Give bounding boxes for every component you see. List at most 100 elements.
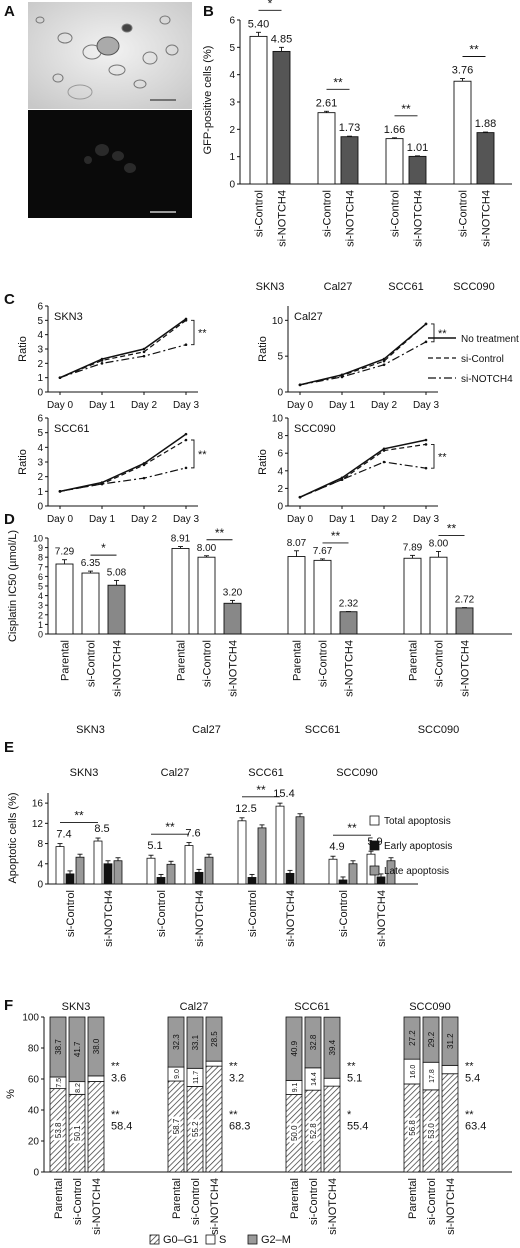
segment-SKN3-si-NOTCH4-0	[87, 1081, 105, 1173]
significance-mark: **	[447, 521, 457, 535]
bar-SCC61-Parental	[287, 556, 306, 635]
condition-label: si-NOTCH4	[481, 190, 493, 247]
panel-letter-e: E	[4, 739, 14, 756]
x-tick-label: Day 0	[47, 514, 74, 525]
data-label: 7.29	[55, 547, 75, 558]
bar-SCC090-si-NOTCH4	[476, 132, 495, 185]
segment-label: 9.1	[292, 1082, 299, 1092]
group-label: SCC090	[418, 724, 460, 736]
panel-letter-d: D	[4, 511, 15, 528]
condition-label: si-NOTCH4	[327, 1178, 339, 1235]
y-tick-label: 6	[38, 572, 43, 582]
significance-bracket	[191, 439, 195, 469]
y-tick-label: 10	[33, 534, 43, 544]
subplot-Cal27: 0 5 10 Day 0 Day 1 Day 2 Day 3 Ratio Cal27 **	[257, 306, 447, 411]
condition-label: si-Control	[86, 640, 98, 687]
legend-label: Late apoptosis	[384, 866, 449, 877]
series-point	[184, 438, 188, 442]
x-tick-label: Day 1	[89, 400, 116, 411]
bar-SCC61-si-Control-late-apoptosis	[257, 827, 267, 885]
group-label: SCC090	[453, 281, 495, 293]
data-label: 6.35	[81, 558, 101, 569]
significance-mark: *	[101, 541, 106, 555]
segment-SCC61-si-NOTCH4-2	[323, 1016, 341, 1079]
y-tick-label: 6	[37, 414, 43, 425]
side-value-label: 5.1	[347, 1072, 362, 1084]
label-background	[426, 1120, 436, 1141]
y-tick-label: 9	[38, 543, 43, 553]
y-tick-label: 5	[37, 316, 43, 327]
x-tick-label: Day 1	[329, 514, 356, 525]
bar-Cal27-si-Control	[197, 556, 216, 635]
data-label: 7.4	[56, 829, 71, 841]
segment-label: 28.5	[210, 1031, 219, 1047]
data-label: 1.01	[407, 142, 428, 154]
side-value-label: 63.4	[465, 1120, 486, 1132]
bar-SCC61-si-NOTCH4-late-apoptosis	[295, 816, 305, 885]
significance-mark: **	[438, 328, 447, 340]
y-tick-label: 8	[37, 839, 43, 850]
condition-label: si-NOTCH4	[277, 190, 289, 247]
series-line-si-notch4	[299, 461, 427, 498]
group-label: Cal27	[192, 724, 221, 736]
bar-SCC61-si-NOTCH4	[339, 611, 358, 635]
series-point	[184, 432, 188, 436]
y-tick-label: 5	[277, 352, 283, 363]
legend-swatch	[369, 815, 380, 826]
series-point	[382, 363, 386, 367]
bar-Cal27-si-NOTCH4-total-apoptosis	[184, 845, 194, 885]
segment-label: 38.7	[54, 1039, 63, 1055]
legend-swatch	[149, 1234, 160, 1245]
fluorescence-cells	[84, 144, 136, 173]
significance-mark: **	[256, 783, 266, 797]
series-point	[184, 343, 188, 347]
legend-label: S	[219, 1234, 226, 1246]
condition-label: si-Control	[426, 1178, 438, 1225]
condition-label: Parental	[407, 1178, 419, 1219]
data-label: 8.00	[197, 543, 217, 554]
y-tick-label: 40	[28, 1106, 40, 1117]
segment-label: 11.7	[193, 1071, 200, 1084]
brightfield-image	[28, 2, 192, 109]
subplot-title: SCC61	[54, 423, 89, 435]
condition-label: si-Control	[338, 890, 350, 937]
y-tick-label: 1	[229, 152, 235, 163]
y-tick-label: 8	[277, 431, 283, 442]
y-axis-label: Ratio	[257, 449, 269, 475]
series-point	[340, 375, 344, 379]
y-axis-label: Ratio	[17, 449, 29, 475]
condition-label: si-NOTCH4	[112, 640, 124, 697]
series-point	[382, 357, 386, 361]
segment-SCC090-si-NOTCH4-0	[441, 1073, 459, 1173]
condition-label: si-NOTCH4	[445, 1178, 457, 1235]
segment-label: 7.5	[56, 1078, 63, 1088]
segment-label: 38.0	[92, 1038, 101, 1054]
condition-label: Parental	[408, 640, 420, 681]
bar-SKN3-si-NOTCH4	[107, 584, 126, 635]
fluorescence-image	[28, 110, 192, 218]
series-point	[298, 495, 302, 499]
y-tick-label: 1	[37, 373, 43, 384]
condition-label: si-NOTCH4	[103, 890, 115, 947]
significance-mark: **	[198, 449, 207, 461]
bar-SCC61-si-Control-early-apoptosis	[247, 877, 257, 885]
data-label: 5.40	[248, 18, 269, 30]
significance-mark: **	[438, 451, 447, 463]
panel-c-chart: 0 1 2 3 4 5 6 Day 0 Day 1 Day 2 Day 3 Ratio SKN3 ** 0 5…	[17, 302, 519, 526]
condition-label: Parental	[176, 640, 188, 681]
condition-label: si-NOTCH4	[209, 1178, 221, 1235]
y-tick-label: 3	[229, 98, 235, 109]
bar-SKN3-si-NOTCH4-early-apoptosis	[103, 863, 113, 885]
brightfield-cells	[35, 15, 179, 100]
data-label: 1.66	[384, 124, 405, 136]
y-tick-label: 4	[229, 70, 235, 81]
significance-mark: **	[331, 529, 341, 543]
segment-label: 33.1	[191, 1034, 200, 1050]
data-label: 4.9	[329, 841, 344, 853]
bar-Cal27-si-Control-early-apoptosis	[156, 877, 166, 885]
bar-SCC090-si-NOTCH4-early-apoptosis	[376, 876, 386, 885]
segment-label: 32.3	[172, 1034, 181, 1050]
condition-label: si-NOTCH4	[344, 640, 356, 697]
data-label: 3.20	[223, 587, 243, 598]
